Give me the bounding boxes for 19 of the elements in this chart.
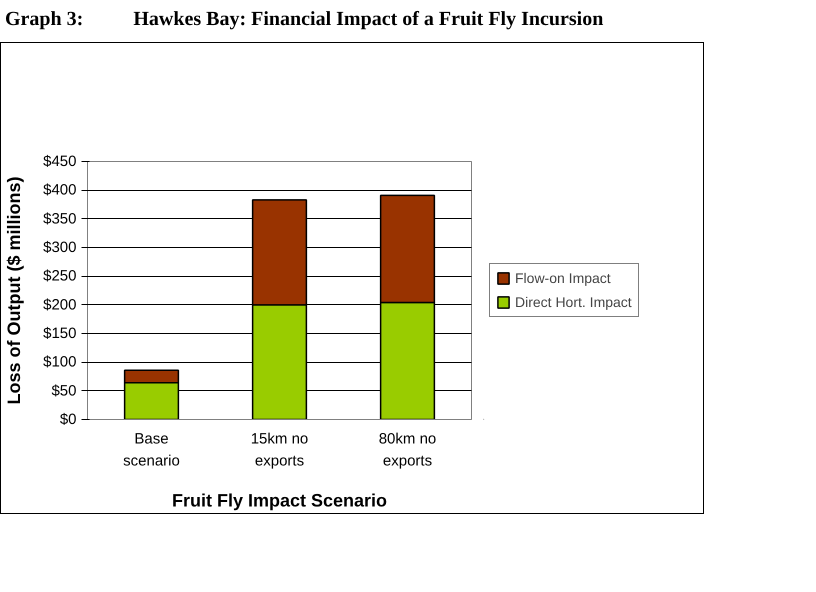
y-tick-label: $200 — [43, 296, 77, 314]
y-tick-label: $350 — [43, 210, 77, 228]
y-axis-title: Loss of Output ($ millions) — [4, 176, 24, 404]
x-tick-label: 15km no exports — [250, 430, 308, 470]
y-tick-label: $250 — [43, 268, 77, 285]
legend-label: Direct Hort. Impact — [515, 294, 632, 310]
caption: Graph 3: — [5, 8, 84, 30]
x-axis-title: Fruit Fly Impact Scenario — [172, 490, 388, 511]
x-tick-label: 80km no exports — [378, 430, 436, 470]
y-tick-label: $150 — [43, 325, 77, 342]
chart-title: Hawkes Bay: Financial Impact of a Fruit Fly Incursion — [133, 8, 604, 30]
x-tick-label: Base scenario — [123, 430, 180, 470]
y-tick-label: $400 — [43, 182, 77, 199]
y-tick-label: $0 — [60, 411, 77, 428]
y-tick-label: $300 — [43, 239, 77, 256]
y-tick-label: $450 — [43, 153, 77, 170]
legend-label: Flow-on Impact — [515, 270, 611, 286]
y-tick-label: $100 — [43, 354, 77, 371]
y-tick-label: $50 — [51, 382, 77, 400]
